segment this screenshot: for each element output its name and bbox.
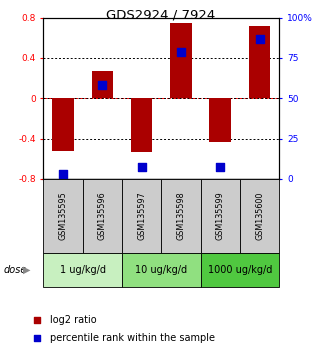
Text: GSM135597: GSM135597 <box>137 192 146 240</box>
Text: GSM135598: GSM135598 <box>177 192 186 240</box>
Bar <box>201 253 279 287</box>
Bar <box>122 179 161 253</box>
Bar <box>43 253 122 287</box>
Text: 1 ug/kg/d: 1 ug/kg/d <box>60 265 106 275</box>
Bar <box>249 26 270 98</box>
Bar <box>131 98 152 152</box>
Point <box>35 335 40 341</box>
Bar <box>240 179 279 253</box>
Text: log2 ratio: log2 ratio <box>50 315 97 325</box>
Text: GSM135595: GSM135595 <box>58 192 67 240</box>
Point <box>35 318 40 323</box>
Text: GDS2924 / 7924: GDS2924 / 7924 <box>106 9 215 22</box>
Text: 1000 ug/kg/d: 1000 ug/kg/d <box>208 265 272 275</box>
Point <box>139 165 144 170</box>
Bar <box>91 71 113 98</box>
Text: ▶: ▶ <box>23 265 31 275</box>
Point <box>178 49 184 55</box>
Text: GSM135599: GSM135599 <box>216 192 225 240</box>
Point <box>100 82 105 88</box>
Text: percentile rank within the sample: percentile rank within the sample <box>50 333 215 343</box>
Bar <box>83 179 122 253</box>
Bar <box>43 179 83 253</box>
Text: GSM135600: GSM135600 <box>255 192 264 240</box>
Bar <box>210 98 231 142</box>
Text: dose: dose <box>3 265 27 275</box>
Text: GSM135596: GSM135596 <box>98 192 107 240</box>
Point <box>60 171 65 177</box>
Bar <box>170 23 192 98</box>
Text: 10 ug/kg/d: 10 ug/kg/d <box>135 265 187 275</box>
Bar <box>201 179 240 253</box>
Bar <box>161 179 201 253</box>
Point <box>257 36 262 41</box>
Bar <box>122 253 201 287</box>
Point <box>218 165 223 170</box>
Bar <box>52 98 74 150</box>
